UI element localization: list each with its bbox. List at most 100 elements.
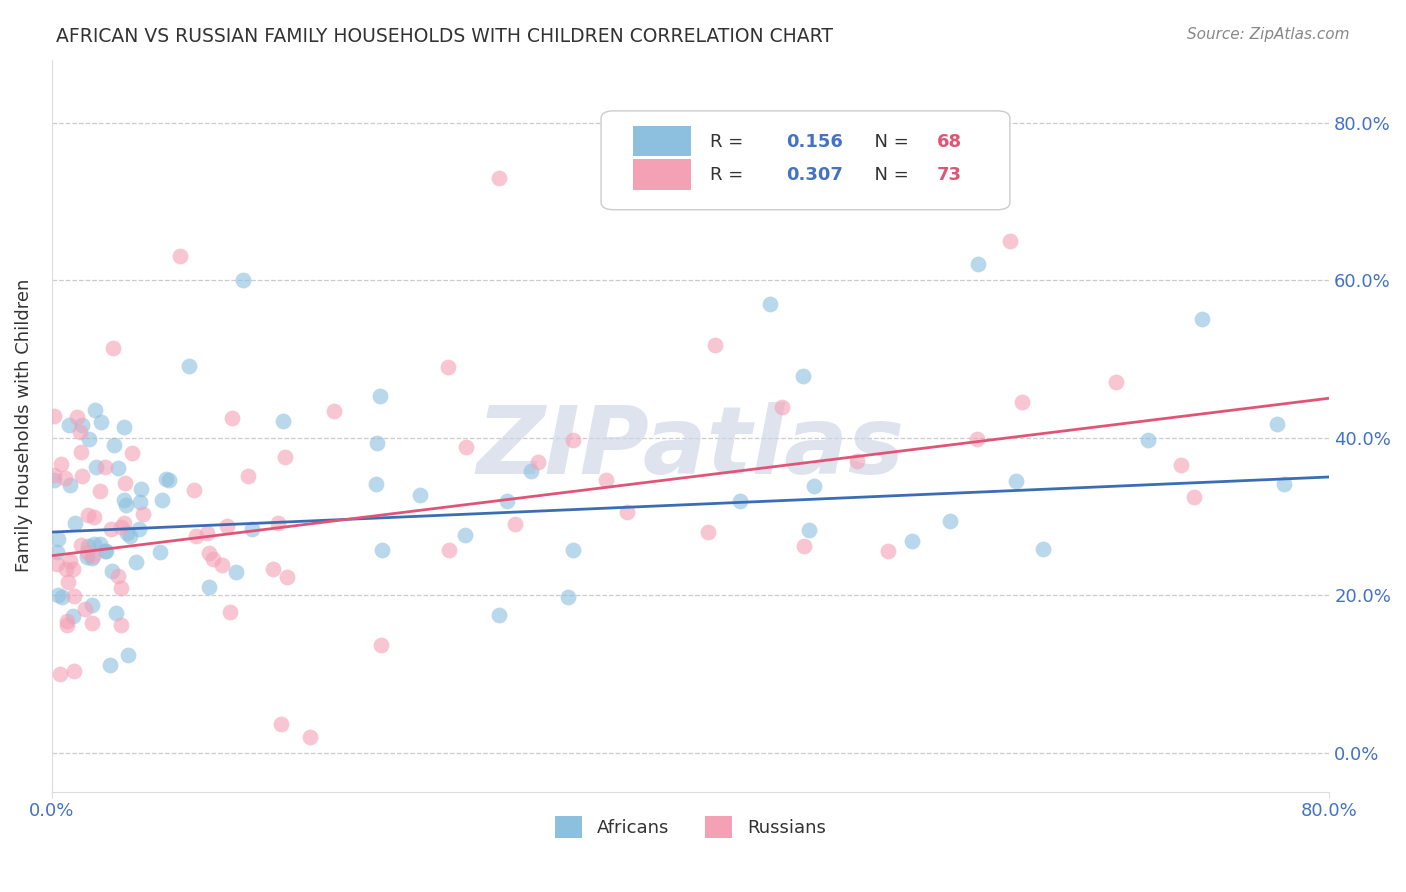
- Point: [103, 341, 125, 355]
- Point: [125, 555, 148, 569]
- Point: [59, 478, 82, 492]
- Point: [112, 420, 135, 434]
- Point: [118, 529, 141, 543]
- Point: [59, 554, 82, 568]
- Point: [107, 460, 129, 475]
- Point: [1182, 490, 1205, 504]
- Point: [298, 730, 321, 744]
- Text: ZIPatlas: ZIPatlas: [477, 401, 904, 494]
- Point: [454, 440, 477, 454]
- Point: [149, 544, 172, 558]
- Point: [56, 614, 79, 628]
- Point: [110, 581, 132, 595]
- Point: [70, 468, 93, 483]
- Point: [83, 402, 105, 417]
- Point: [55, 617, 77, 632]
- Point: [270, 717, 292, 731]
- Point: [98, 657, 121, 672]
- Point: [58, 417, 80, 432]
- Point: [616, 505, 638, 519]
- Point: [115, 525, 138, 540]
- Point: [439, 543, 461, 558]
- Point: [1136, 433, 1159, 447]
- Point: [76, 539, 98, 553]
- Point: [759, 296, 782, 310]
- Point: [94, 544, 117, 558]
- Point: [198, 580, 221, 594]
- Point: [201, 551, 224, 566]
- Point: [370, 543, 392, 558]
- Point: [704, 337, 727, 351]
- Point: [1191, 312, 1213, 326]
- Legend: Africans, Russians: Africans, Russians: [548, 809, 832, 846]
- Point: [94, 459, 117, 474]
- Point: [104, 606, 127, 620]
- Point: [562, 543, 585, 558]
- Point: [157, 473, 180, 487]
- Point: [51, 457, 73, 471]
- Point: [70, 417, 93, 432]
- Point: [114, 476, 136, 491]
- Point: [55, 562, 77, 576]
- Point: [66, 409, 89, 424]
- Text: 0.307: 0.307: [786, 166, 844, 185]
- Point: [80, 615, 103, 630]
- Point: [49, 666, 72, 681]
- Point: [197, 526, 219, 541]
- Point: [83, 537, 105, 551]
- Point: [183, 483, 205, 497]
- Point: [274, 450, 297, 465]
- Point: [76, 549, 98, 564]
- Bar: [633, 159, 690, 190]
- Point: [80, 598, 103, 612]
- Point: [177, 359, 200, 373]
- Point: [80, 550, 103, 565]
- Point: [110, 519, 132, 533]
- Point: [437, 360, 460, 375]
- Point: [793, 539, 815, 553]
- Point: [76, 545, 98, 559]
- Point: [115, 499, 138, 513]
- Point: [219, 605, 242, 619]
- Point: [42, 468, 65, 483]
- Text: N =: N =: [863, 166, 914, 185]
- Point: [129, 494, 152, 508]
- Point: [803, 479, 825, 493]
- Point: [998, 234, 1021, 248]
- Point: [1104, 375, 1126, 389]
- Text: 68: 68: [936, 133, 962, 151]
- Y-axis label: Family Households with Children: Family Households with Children: [15, 279, 32, 573]
- Point: [527, 455, 550, 469]
- Point: [211, 558, 233, 573]
- Point: [728, 493, 751, 508]
- Point: [366, 436, 388, 450]
- Point: [53, 470, 76, 484]
- Point: [100, 565, 122, 579]
- Point: [232, 273, 254, 287]
- Point: [89, 537, 111, 551]
- Point: [112, 492, 135, 507]
- Point: [84, 459, 107, 474]
- Point: [225, 565, 247, 579]
- Point: [242, 522, 264, 536]
- Point: [107, 568, 129, 582]
- Point: [370, 638, 392, 652]
- Point: [63, 664, 86, 678]
- Point: [1032, 542, 1054, 557]
- Point: [77, 432, 100, 446]
- Point: [169, 250, 191, 264]
- Text: AFRICAN VS RUSSIAN FAMILY HOUSEHOLDS WITH CHILDREN CORRELATION CHART: AFRICAN VS RUSSIAN FAMILY HOUSEHOLDS WIT…: [56, 27, 834, 45]
- Point: [69, 538, 91, 552]
- Point: [51, 590, 73, 604]
- Point: [797, 523, 820, 537]
- Point: [262, 562, 284, 576]
- Point: [63, 516, 86, 531]
- Point: [121, 446, 143, 460]
- Point: [69, 425, 91, 439]
- Point: [901, 533, 924, 548]
- Point: [94, 544, 117, 558]
- Point: [454, 527, 477, 541]
- Bar: [633, 126, 690, 156]
- Point: [62, 562, 84, 576]
- Text: Source: ZipAtlas.com: Source: ZipAtlas.com: [1187, 27, 1350, 42]
